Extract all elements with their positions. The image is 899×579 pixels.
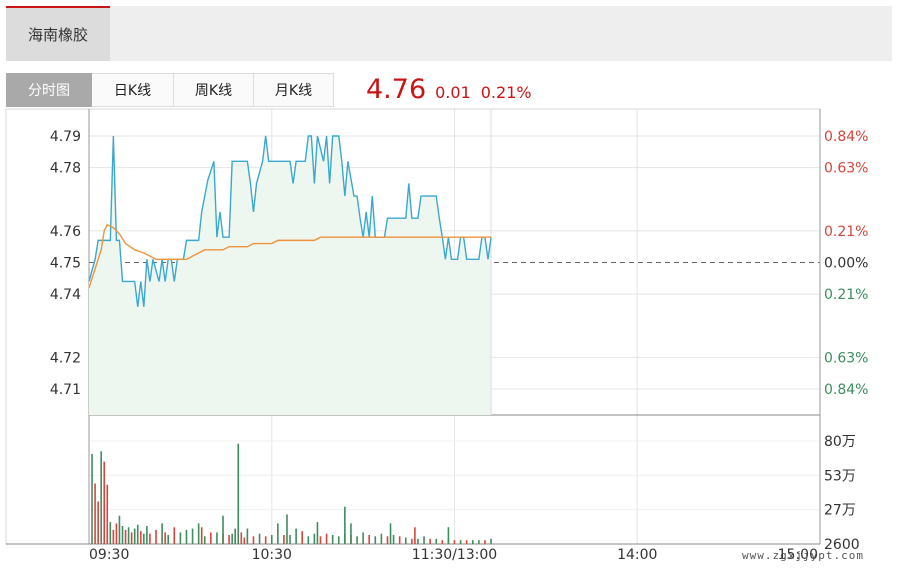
- current-price: 4.76: [366, 74, 427, 105]
- price-line: [88, 135, 492, 307]
- average-price-line: [88, 223, 492, 289]
- percent-tick-label: 0.63%: [824, 161, 868, 177]
- price-change-percent: 0.21%: [480, 83, 532, 102]
- tab-intraday[interactable]: 分时图: [6, 73, 92, 107]
- price-tick-label: 4.76: [50, 224, 81, 240]
- volume-tick-label: 27万: [824, 503, 856, 519]
- percent-tick-label: 0.63%: [824, 350, 868, 366]
- time-tick-label: 11:30/13:00: [412, 547, 497, 563]
- price-tick-label: 4.72: [50, 350, 81, 366]
- tab-weekly-k[interactable]: 周K线: [174, 73, 254, 107]
- time-tick-label: 10:30: [252, 547, 292, 563]
- price-change: 0.01: [435, 83, 471, 102]
- volume-tick-label: 2600: [824, 537, 860, 553]
- price-tick-label: 4.71: [50, 382, 81, 398]
- percent-tick-label: 0.21%: [824, 224, 868, 240]
- tab-stock-name[interactable]: 海南橡胶: [6, 6, 110, 61]
- quote-summary: 4.76 0.01 0.21%: [366, 74, 532, 108]
- time-tick-label: 09:30: [89, 547, 129, 563]
- volume-tick-label: 80万: [824, 434, 856, 450]
- price-area: [89, 136, 492, 415]
- volume-tick-label: 53万: [824, 468, 856, 484]
- percent-tick-label: 0.84%: [824, 382, 868, 398]
- top-tab-bar: 海南橡胶: [6, 6, 892, 61]
- price-tick-label: 4.75: [50, 256, 81, 272]
- price-tick-label: 4.78: [50, 161, 81, 177]
- tab-monthly-k[interactable]: 月K线: [254, 73, 334, 107]
- percent-tick-label: 0.00%: [824, 256, 868, 272]
- price-tick-label: 4.79: [50, 129, 81, 145]
- period-tabs: 分时图 日K线 周K线 月K线: [6, 73, 334, 107]
- time-tick-label: 15:00: [778, 547, 818, 563]
- watermark: www.zgxjjypt.com: [742, 549, 864, 562]
- time-tick-label: 14:00: [617, 547, 657, 563]
- percent-tick-label: 0.21%: [824, 287, 868, 303]
- percent-tick-label: 0.84%: [824, 129, 868, 145]
- tab-daily-k[interactable]: 日K线: [92, 73, 174, 107]
- price-tick-label: 4.74: [50, 287, 81, 303]
